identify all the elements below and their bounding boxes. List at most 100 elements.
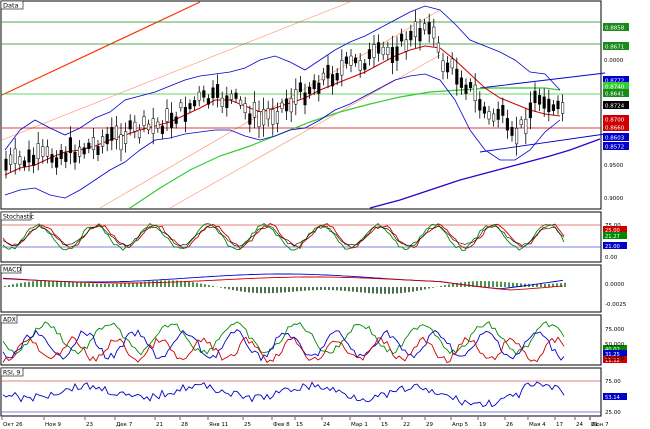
price-panel-title: Data — [3, 2, 19, 10]
date-label: 24 — [576, 422, 583, 428]
price-candle — [96, 146, 100, 156]
price-candle — [501, 105, 505, 116]
price-candle — [542, 96, 546, 109]
macd-panel-title: MACD — [3, 267, 21, 274]
price-candle — [464, 84, 468, 94]
date-label: Мая 4 — [529, 422, 546, 428]
price-tag-box — [603, 82, 629, 90]
indicator-tag-box — [603, 350, 627, 357]
price-candle — [252, 102, 256, 118]
date-label: Дек 7 — [116, 422, 133, 428]
price-candle — [225, 95, 229, 108]
price-tag-label: 0.8700 — [605, 117, 625, 123]
date-label: 21 — [156, 422, 163, 428]
price-axis-label: 0.0000 — [604, 58, 624, 64]
price-candle — [257, 111, 261, 127]
price-candle — [179, 102, 183, 109]
date-label: Фев 8 — [273, 422, 290, 428]
price-candle — [308, 86, 312, 95]
price-candle — [124, 131, 128, 144]
date-label: 17 — [556, 422, 563, 428]
rsi-panel[interactable]: RSI, 9 75.00 25.00 — [0, 367, 621, 417]
stochastic-panel[interactable]: Stochastic 75.0025.000.0025.0021.2721.00… — [0, 211, 627, 401]
price-candle — [533, 90, 537, 104]
price-candle — [303, 92, 307, 106]
price-candle — [298, 82, 302, 92]
price-candle — [160, 125, 164, 134]
date-label: Апр 5 — [452, 422, 469, 428]
price-candle — [510, 127, 514, 136]
price-candle — [340, 60, 344, 76]
price-tag-label: 0.8858 — [605, 25, 625, 31]
date-label: 29 — [426, 422, 433, 428]
adx-panel-title: ADX — [3, 317, 16, 324]
price-tag-box — [603, 123, 629, 131]
price-candle — [13, 148, 17, 164]
price-candle — [432, 26, 436, 39]
price-candle — [386, 47, 390, 55]
date-label: 22 — [403, 422, 410, 428]
rsi-axis-label: 25.00 — [605, 410, 621, 416]
indicator-tag-box — [603, 232, 627, 239]
price-candle — [294, 89, 298, 105]
price-candle — [271, 109, 275, 125]
macd-panel[interactable]: MACD 0.0000 -0.0025 — [0, 264, 627, 313]
price-candle — [528, 102, 532, 119]
macd-axis-label: 0.0000 — [605, 282, 625, 288]
price-tag-box — [603, 115, 629, 123]
price-candle — [409, 30, 413, 41]
price-candle — [538, 95, 542, 105]
price-candle — [142, 116, 146, 126]
price-candle — [110, 127, 114, 141]
price-candle — [317, 82, 321, 94]
date-label: 26 — [506, 422, 513, 428]
price-candle — [505, 118, 509, 131]
date-label: 15 — [296, 422, 303, 428]
price-candle — [515, 128, 519, 145]
price-candle — [289, 98, 293, 113]
indicator-tag-box — [603, 226, 627, 233]
price-candle — [91, 137, 95, 151]
price-candle — [519, 119, 523, 125]
price-candle — [36, 143, 40, 160]
price-candle — [156, 121, 160, 129]
price-tag-box — [603, 42, 629, 50]
price-candle — [197, 91, 201, 101]
price-candle — [487, 111, 491, 120]
price-candle — [418, 28, 422, 42]
macd-axis-label: -0.0025 — [605, 302, 627, 308]
indicator-tag-label: 21.27 — [605, 234, 620, 240]
price-candle — [450, 58, 454, 69]
indicator-tag-label: 31.25 — [605, 352, 620, 358]
price-tag-label: 0.8603 — [605, 135, 625, 141]
price-candle — [400, 33, 404, 42]
price-candle — [68, 137, 72, 154]
adx-panel[interactable]: ADX 75.000 50.000 25.000 — [0, 314, 625, 366]
price-candle — [243, 103, 247, 113]
price-candle — [101, 136, 105, 147]
price-candle — [119, 134, 123, 151]
price-panel[interactable]: Data 0.885 — [0, 0, 629, 210]
price-candle — [547, 98, 551, 113]
price-tag-box — [603, 133, 629, 141]
price-candle — [82, 147, 86, 155]
price-candle — [87, 142, 91, 150]
price-candle — [372, 44, 376, 58]
price-candle — [455, 68, 459, 85]
indicator-tag-label: 40.02 — [605, 347, 620, 353]
price-candle — [390, 47, 394, 63]
price-tag-box — [603, 89, 629, 97]
price-candle — [41, 146, 45, 157]
price-tag-label: 0.8660 — [605, 125, 625, 131]
price-axis-label: 0.9500 — [604, 163, 624, 169]
price-candle — [358, 60, 362, 71]
price-candle — [367, 49, 371, 59]
rsi-panel-title: RSI, 9 — [3, 370, 21, 377]
price-candle — [377, 42, 381, 54]
price-candle — [381, 46, 385, 55]
price-tag-label: 0.8671 — [605, 44, 624, 50]
date-label: 28 — [181, 422, 188, 428]
adx-axis-label: 50.000 — [605, 342, 625, 348]
